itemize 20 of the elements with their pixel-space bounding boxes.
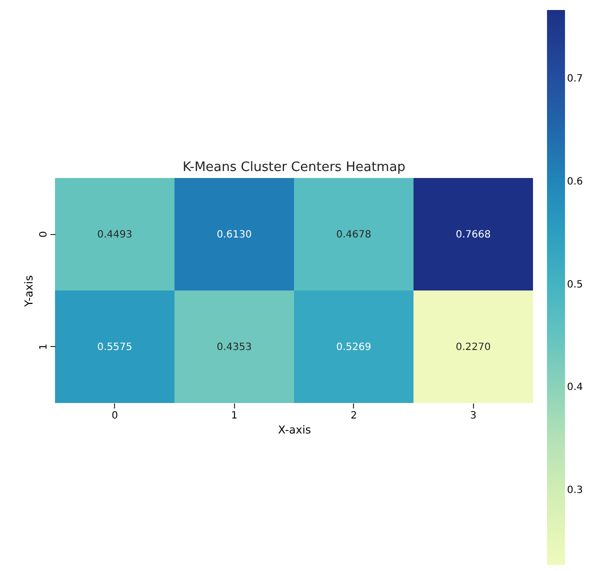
chart-title: K-Means Cluster Centers Heatmap [182,160,406,175]
x-tick-label: 1 [231,410,238,422]
x-axis-title: X-axis [278,424,312,436]
color-bar-label: 0.6 [567,176,583,188]
data-label: 0.4678 [336,229,372,240]
data-label: 0.7668 [456,229,491,240]
color-bar-label: 0.5 [567,279,583,290]
data-label: 0.5269 [336,342,372,353]
data-label: 0.4353 [216,342,252,353]
data-label: 0.2270 [456,342,491,353]
color-bar-label: 0.4 [567,382,583,394]
y-axis-title: Y-axis [22,275,36,308]
data-label: 0.4493 [97,229,132,240]
x-tick-label: 0 [112,410,118,422]
x-tick-label: 2 [350,410,357,422]
data-label: 0.6130 [216,229,252,240]
color-bar-label: 0.7 [567,74,583,85]
x-tick-label: 3 [470,410,476,422]
data-label: 0.5575 [97,342,132,353]
color-bar-label: 0.3 [567,484,583,496]
